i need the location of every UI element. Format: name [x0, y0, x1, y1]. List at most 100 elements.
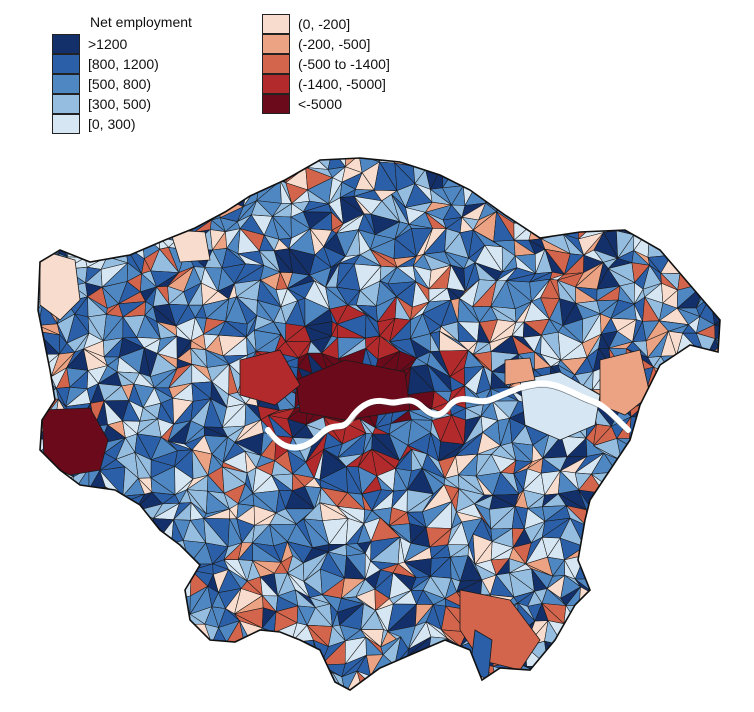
ward-cell — [428, 666, 452, 677]
ward-cell — [254, 697, 275, 708]
ward-cell — [702, 468, 720, 489]
ward-cell — [624, 689, 648, 690]
river-thames — [265, 380, 631, 451]
legend-negative-item: (-1400, -5000] — [262, 74, 386, 94]
ward-cell — [734, 623, 754, 640]
ward-cell — [711, 408, 720, 420]
ward-cell — [135, 627, 153, 649]
ward-cell — [38, 206, 40, 220]
ward-cell — [711, 158, 720, 173]
ward-cell — [275, 678, 294, 690]
ward-cell — [731, 505, 746, 526]
ward-cell — [684, 158, 707, 165]
ward-cell — [253, 656, 280, 682]
legend-negative-item: <-5000 — [262, 94, 342, 114]
ward-cell — [745, 384, 754, 406]
ward-cell — [680, 539, 699, 553]
ward-cell — [558, 196, 579, 219]
ward-cell — [733, 544, 745, 563]
ward-cell — [38, 325, 39, 332]
ward-cell — [666, 669, 688, 689]
ward-cell — [716, 468, 720, 487]
ward-cell — [411, 675, 430, 690]
ward-cell — [50, 213, 66, 233]
ward-cell — [49, 661, 73, 680]
ward-cell — [501, 169, 514, 188]
ward-cell — [152, 543, 172, 566]
ward-cell — [222, 657, 244, 678]
ward-cell — [53, 623, 78, 649]
ward-cell — [729, 649, 754, 655]
ward-cell — [734, 608, 749, 628]
ward-cell — [683, 231, 696, 248]
ward-cell — [16, 365, 38, 382]
ward-cell — [478, 687, 493, 690]
ward-cell — [43, 636, 57, 663]
ward-cell — [526, 158, 547, 167]
ward-cell — [188, 692, 207, 712]
ward-cell — [254, 707, 276, 712]
ward-cell — [685, 622, 699, 647]
ward-cell — [732, 152, 744, 174]
ward-cell-large — [519, 371, 601, 441]
ward-cell — [544, 692, 558, 712]
ward-cell — [156, 185, 177, 202]
ward-cell — [562, 660, 584, 679]
ward-cell — [629, 186, 653, 208]
ward-cell — [151, 622, 167, 648]
ward-cell — [560, 642, 581, 664]
ward-cell — [328, 706, 345, 712]
ward-cell — [700, 568, 718, 599]
ward-cell — [685, 419, 706, 435]
ward-cell — [38, 392, 44, 411]
ward-cell — [47, 525, 70, 542]
ward-cell — [645, 654, 672, 677]
ward-cell — [38, 158, 40, 170]
ward-cell — [738, 405, 754, 427]
ward-cell — [741, 570, 754, 592]
ward-cell — [615, 158, 634, 163]
ward-cell — [696, 433, 720, 454]
ward-cell — [98, 504, 126, 526]
ward-cell — [680, 658, 706, 683]
ward-cell — [703, 164, 713, 181]
ward-cell — [152, 553, 168, 578]
ward-cell — [653, 440, 669, 455]
ward-cell — [731, 265, 751, 291]
ward-cell — [563, 631, 583, 647]
ward-cell — [407, 655, 430, 677]
ward-cell — [696, 385, 720, 410]
ward-cell — [749, 426, 754, 438]
ward-cell — [705, 264, 716, 284]
ward-cell — [637, 199, 648, 219]
ward-cell — [737, 419, 754, 445]
ward-cell — [736, 357, 754, 378]
ward-cell — [718, 628, 720, 649]
ward-cell — [716, 597, 720, 615]
ward-cell — [592, 659, 616, 681]
ward-cell — [697, 698, 717, 712]
ward-cell — [683, 478, 704, 489]
ward-cell — [609, 589, 629, 612]
ward-cell — [665, 158, 686, 167]
ward-cell — [749, 476, 754, 490]
ward-cell — [208, 663, 224, 679]
ward-cell — [709, 534, 720, 563]
ward-cell — [155, 622, 179, 647]
ward-cell — [53, 504, 76, 526]
legend-negative-swatch — [262, 34, 290, 54]
legend-positive-label: [0, 300) — [88, 116, 136, 132]
ward-cell — [506, 670, 537, 690]
ward-cell — [285, 658, 303, 680]
ward-cell — [526, 158, 550, 167]
ward-cell — [38, 228, 39, 252]
ward-cell — [731, 198, 753, 223]
ward-cell — [683, 508, 700, 531]
ward-cell — [687, 180, 704, 196]
ward-cell — [137, 697, 162, 712]
ward-cell — [599, 158, 610, 166]
ward-cell — [243, 158, 263, 175]
ward-cell — [70, 606, 95, 626]
ward-cell — [184, 158, 211, 172]
ward-cell — [676, 568, 706, 597]
